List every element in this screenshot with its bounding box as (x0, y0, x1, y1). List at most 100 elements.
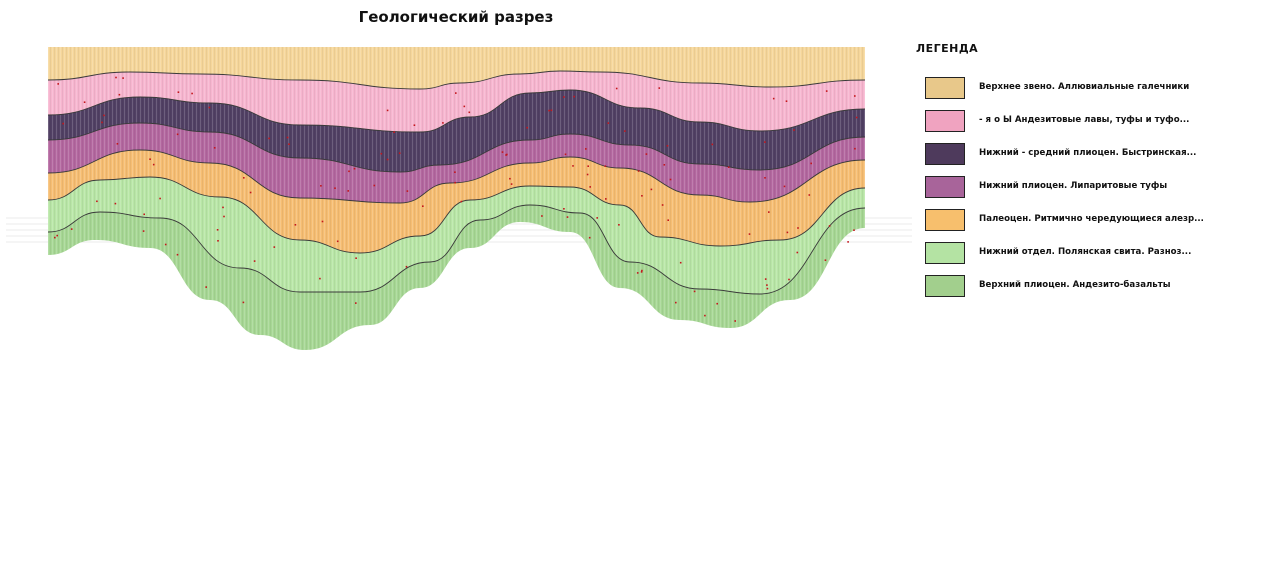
inclusion-dot (386, 158, 389, 161)
inclusion-dot (288, 143, 290, 145)
layer-boundary (47, 149, 866, 204)
inclusion-dot (585, 148, 587, 150)
inclusion-dot (216, 229, 219, 231)
inclusion-dot (149, 158, 151, 160)
inclusion-dot (788, 278, 790, 281)
inclusion-dot (454, 171, 456, 173)
inclusion-dot (772, 97, 775, 100)
legend-swatch (925, 110, 965, 132)
inclusion-dot (176, 133, 179, 136)
inclusion-dot (636, 272, 639, 274)
inclusion-dot (223, 215, 225, 218)
legend-label: Верхнее звено. Аллювиальные галечники (979, 82, 1190, 92)
legend-item: Палеоцен. Ритмично чередующиеся алезр... (916, 209, 1276, 242)
inclusion-dot (294, 224, 297, 226)
inclusion-dot (406, 190, 409, 192)
inclusion-dot (62, 122, 64, 125)
legend-label: Нижний плиоцен. Липаритовые туфы (979, 181, 1168, 191)
inclusion-dot (605, 198, 607, 200)
inclusion-dot (624, 130, 626, 132)
layer-boundaries (47, 70, 866, 295)
inclusion-dot (398, 152, 401, 154)
inclusion-dot (509, 177, 511, 180)
legend-swatch (925, 242, 965, 264)
inclusion-dot (526, 126, 528, 129)
inclusion-dot (666, 145, 669, 147)
layer-boundary (47, 204, 866, 295)
legend-label: Нижний - средний плиоцен. Быстринская... (979, 148, 1197, 158)
inclusion-dot (468, 111, 471, 114)
inclusion-dot (734, 320, 736, 322)
legend-item: Нижний - средний плиоцен. Быстринская... (916, 143, 1276, 176)
diagram-title: Геологический разрез (358, 8, 554, 26)
layer-boundary (47, 89, 866, 133)
inclusion-dot (618, 224, 620, 226)
inclusion-dot (373, 184, 376, 187)
inclusion-dot (766, 284, 768, 286)
inclusion-dot (454, 181, 456, 184)
inclusion-dot (679, 261, 682, 264)
inclusion-dot (855, 116, 858, 119)
mineral-inclusions (54, 76, 858, 322)
inclusion-dot (796, 251, 799, 254)
inclusion-dot (463, 105, 466, 108)
legend-swatch (925, 176, 965, 198)
legend: ЛЕГЕНДА Верхнее звено. Аллювиальные гале… (916, 42, 1276, 308)
inclusion-dot (783, 185, 786, 188)
inclusion-dot (405, 265, 408, 268)
inclusion-dot (164, 243, 167, 246)
inclusion-dot (334, 187, 336, 189)
inclusion-dot (442, 122, 444, 124)
inclusion-dot (566, 216, 569, 218)
inclusion-dot (355, 302, 357, 304)
inclusion-dot (118, 93, 121, 96)
inclusion-dot (217, 240, 219, 242)
inclusion-dot (669, 178, 672, 181)
inclusion-dot (764, 278, 767, 280)
inclusion-dot (501, 151, 504, 153)
legend-item: Нижний отдел. Полянская свита. Разноз... (916, 242, 1276, 275)
inclusion-dot (645, 153, 648, 155)
inclusion-dot (393, 131, 395, 133)
inclusion-dot (548, 109, 550, 112)
inclusion-dot (641, 195, 643, 197)
inclusion-dot (57, 83, 59, 85)
inclusion-dot (243, 177, 245, 179)
legend-label: - я о Ы Андезитовые лавы, туфы и туфо... (979, 115, 1190, 125)
inclusion-dot (675, 301, 677, 304)
inclusion-dot (607, 122, 610, 124)
inclusion-dot (380, 152, 383, 155)
inclusion-dot (658, 87, 661, 89)
inclusion-dot (103, 114, 105, 117)
inclusion-dot (191, 92, 193, 95)
legend-title: ЛЕГЕНДА (916, 42, 979, 55)
inclusion-dot (116, 143, 119, 145)
inclusion-dot (176, 253, 179, 256)
inclusion-dot (455, 92, 457, 94)
inclusion-dot (572, 165, 574, 167)
inclusion-dot (70, 228, 73, 230)
inclusion-dot (785, 100, 788, 102)
legend-item: Верхнее звено. Аллювиальные галечники (916, 77, 1276, 110)
geological-section (6, 47, 912, 350)
legend-swatch (925, 209, 965, 231)
legend-swatch (925, 143, 965, 165)
inclusion-dot (422, 205, 424, 207)
inclusion-dot (541, 215, 543, 217)
inclusion-dot (768, 211, 770, 213)
inclusion-dot (550, 109, 553, 112)
inclusion-dot (320, 185, 322, 187)
inclusion-dot (825, 90, 828, 92)
inclusion-dot (716, 302, 718, 305)
inclusion-dot (83, 101, 86, 103)
inclusion-dot (253, 260, 256, 262)
legend-label: Нижний отдел. Полянская свита. Разноз... (979, 247, 1192, 257)
layer-boundary (47, 70, 866, 90)
inclusion-dot (142, 230, 145, 232)
inclusion-dot (563, 96, 565, 98)
inclusion-dot (766, 287, 769, 290)
inclusion-dot (637, 170, 640, 172)
inclusion-dot (564, 153, 567, 156)
inclusion-dot (286, 136, 289, 139)
inclusion-dot (96, 200, 98, 203)
